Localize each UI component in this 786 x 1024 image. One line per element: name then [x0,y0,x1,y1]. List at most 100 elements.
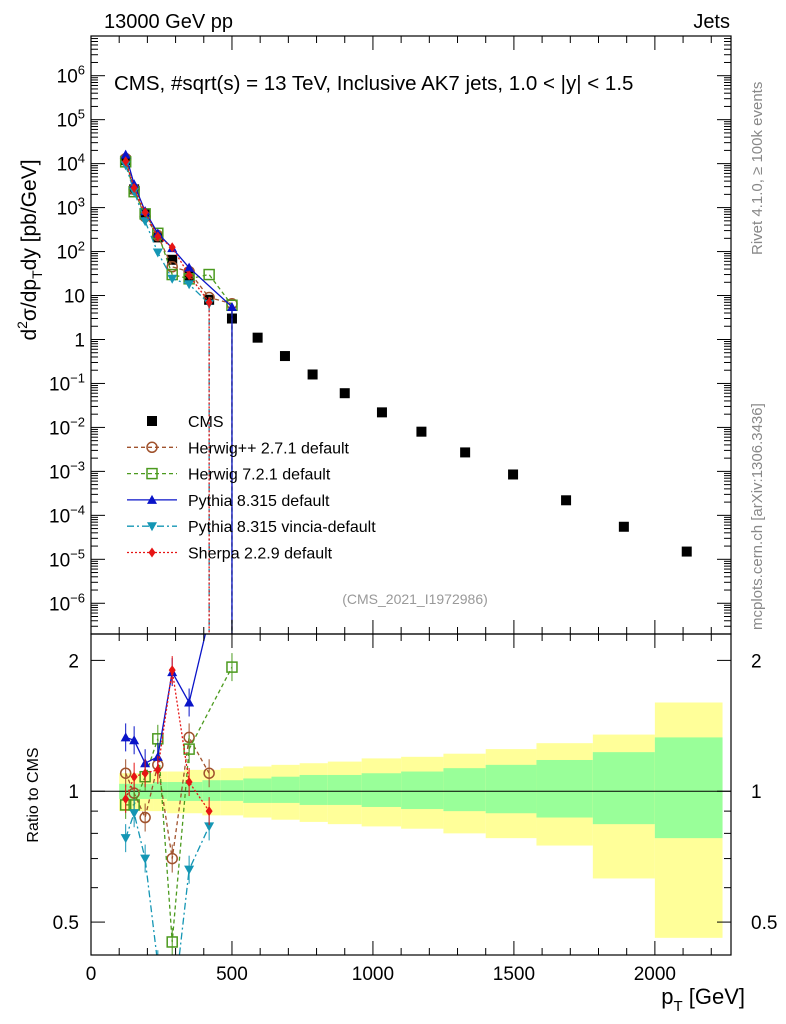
y-label-base: d [18,329,41,341]
vincia-ratio-point [140,854,151,864]
vincia-ratio-point [204,822,215,832]
main-y-tick-label: 106 [57,63,85,88]
cms-point [416,426,427,437]
vincia-point [167,274,178,284]
analysis-watermark: (CMS_2021_I1972986) [342,591,488,607]
herwigpp-ratio-point [166,852,178,865]
ratio-band-inner [485,764,537,814]
vincia-ratio-point [129,809,140,819]
vincia-ratio-line [125,810,210,955]
main-y-tick-label-base: 10 [57,243,78,264]
vincia-ratio-point [120,834,131,844]
mcplots-reference-label: mcplots.cern.ch [arXiv:1306.3436] [749,403,766,630]
herwigpp-legend-label: Herwig++ 2.7.1 default [188,440,350,457]
x-tick-label: 1000 [352,964,394,985]
herwig7-point [203,268,215,281]
cms-point [618,521,629,532]
main-y-tick-label-exp: −3 [70,458,85,473]
ratio-series-group [119,634,238,1024]
main-y-tick-label-base: 10 [57,67,78,88]
main-y-tick-label-base: 10 [49,594,70,615]
header-right-label: Jets [693,11,730,33]
sherpa-point [185,270,193,281]
cms-legend-label: CMS [188,414,224,431]
ratio-band-inner [220,780,244,801]
cms-point [508,469,519,480]
rivet-version-label: Rivet 4.1.0, ≥ 100k events [749,82,766,255]
herwig7-line [125,161,233,306]
main-series-group [119,149,692,634]
main-y-tick-label: 10−5 [49,546,85,571]
main-y-tick-label: 10−2 [49,414,85,439]
chart-title: CMS, #sqrt(s) = 13 TeV, Inclusive AK7 je… [114,72,633,95]
ratio-panel: 0 500 1000 1500 2000 0.5 0.5 1 1 2 2 Ratio to CMS pT… [25,633,777,1024]
header-left-label: 13000 GeV pp [104,11,233,33]
main-y-tick-label: 105 [57,107,85,132]
main-y-tick-label-exp: −5 [70,546,85,561]
main-y-tick-label-exp: −1 [70,370,85,385]
ratio-band-inner [327,774,362,805]
ratio-band-inner [271,776,300,803]
main-y-tick-label-exp: 3 [78,195,85,210]
herwig7-ratio-point [166,936,178,948]
herwig7-legend-marker [146,467,158,480]
vincia-legend-marker [147,522,157,532]
main-y-tick-label-base: 10 [57,199,78,220]
cms-point [252,332,263,343]
herwig7-ratio-point [226,661,238,673]
x-tick-label: 0 [86,964,97,985]
pythia-legend-marker [147,494,157,504]
vincia-point [152,248,163,258]
sherpa-ratio-point [168,665,176,676]
ratio-band-inner [592,752,655,825]
sherpa-point [130,182,138,193]
sherpa-point [122,156,130,167]
herwigpp-ratio-point [119,767,132,779]
pythia-ratio-point [120,732,131,742]
main-y-tick-label-exp: −2 [70,414,85,429]
pythia-ratio-point [129,735,140,745]
cms-point [279,351,290,362]
vincia-ratio-point [184,865,195,875]
ratio-y-tick-label: 2 [68,651,79,672]
main-y-axis-label: d2σ/dpTdy [pb/GeV] [14,159,45,340]
main-y-tick-label: 1 [74,330,85,351]
sherpa-ratio-point [205,806,213,817]
ratio-band-inner [536,759,593,818]
y-label-sub: T [29,270,45,279]
herwigpp-ratio-point [139,811,151,824]
main-y-tick-label-exp: 6 [78,63,85,78]
ratio-y-tick-label: 0.5 [53,913,79,934]
ratio-y-tick-label-right: 1 [751,782,762,803]
main-y-tick-label-base: 10 [49,550,70,571]
sherpa-point [205,297,213,308]
herwigpp-ratio-point [203,767,215,779]
pythia-point [120,149,131,159]
ratio-band-inner [243,778,272,803]
legend: CMS Herwig++ 2.7.1 default Herwig 7.2.1 de… [127,414,376,563]
cms-point [561,495,572,506]
x-tick-label: 500 [216,964,248,985]
x-label-rest: [GeV] [683,984,745,1009]
sherpa-ratio-point [130,771,138,782]
ratio-y-axis-label: Ratio to CMS [25,747,42,842]
vincia-point [184,280,195,290]
x-axis-label: pT [GeV] [661,984,745,1015]
main-y-tick-label-base: 10 [57,111,78,132]
main-y-tick-label: 10−3 [49,458,85,483]
ratio-y-tick-label-right: 2 [751,651,762,672]
pythia-point [226,301,237,311]
sherpa-ratio-point [141,768,149,779]
sherpa-ratio-point [154,764,162,775]
herwigpp-legend-marker [146,441,158,454]
pythia-point [184,262,195,272]
ratio-y-tick-label-right: 0.5 [751,913,777,934]
main-y-tick-label-exp: 4 [78,151,85,166]
main-y-tick-label-exp: 5 [78,107,85,122]
cms-point [681,546,692,557]
ratio-frame [90,633,732,956]
vincia-ratio-point [167,1015,177,1024]
herwigpp-point [166,261,178,273]
ratio-band-inner [153,782,168,799]
